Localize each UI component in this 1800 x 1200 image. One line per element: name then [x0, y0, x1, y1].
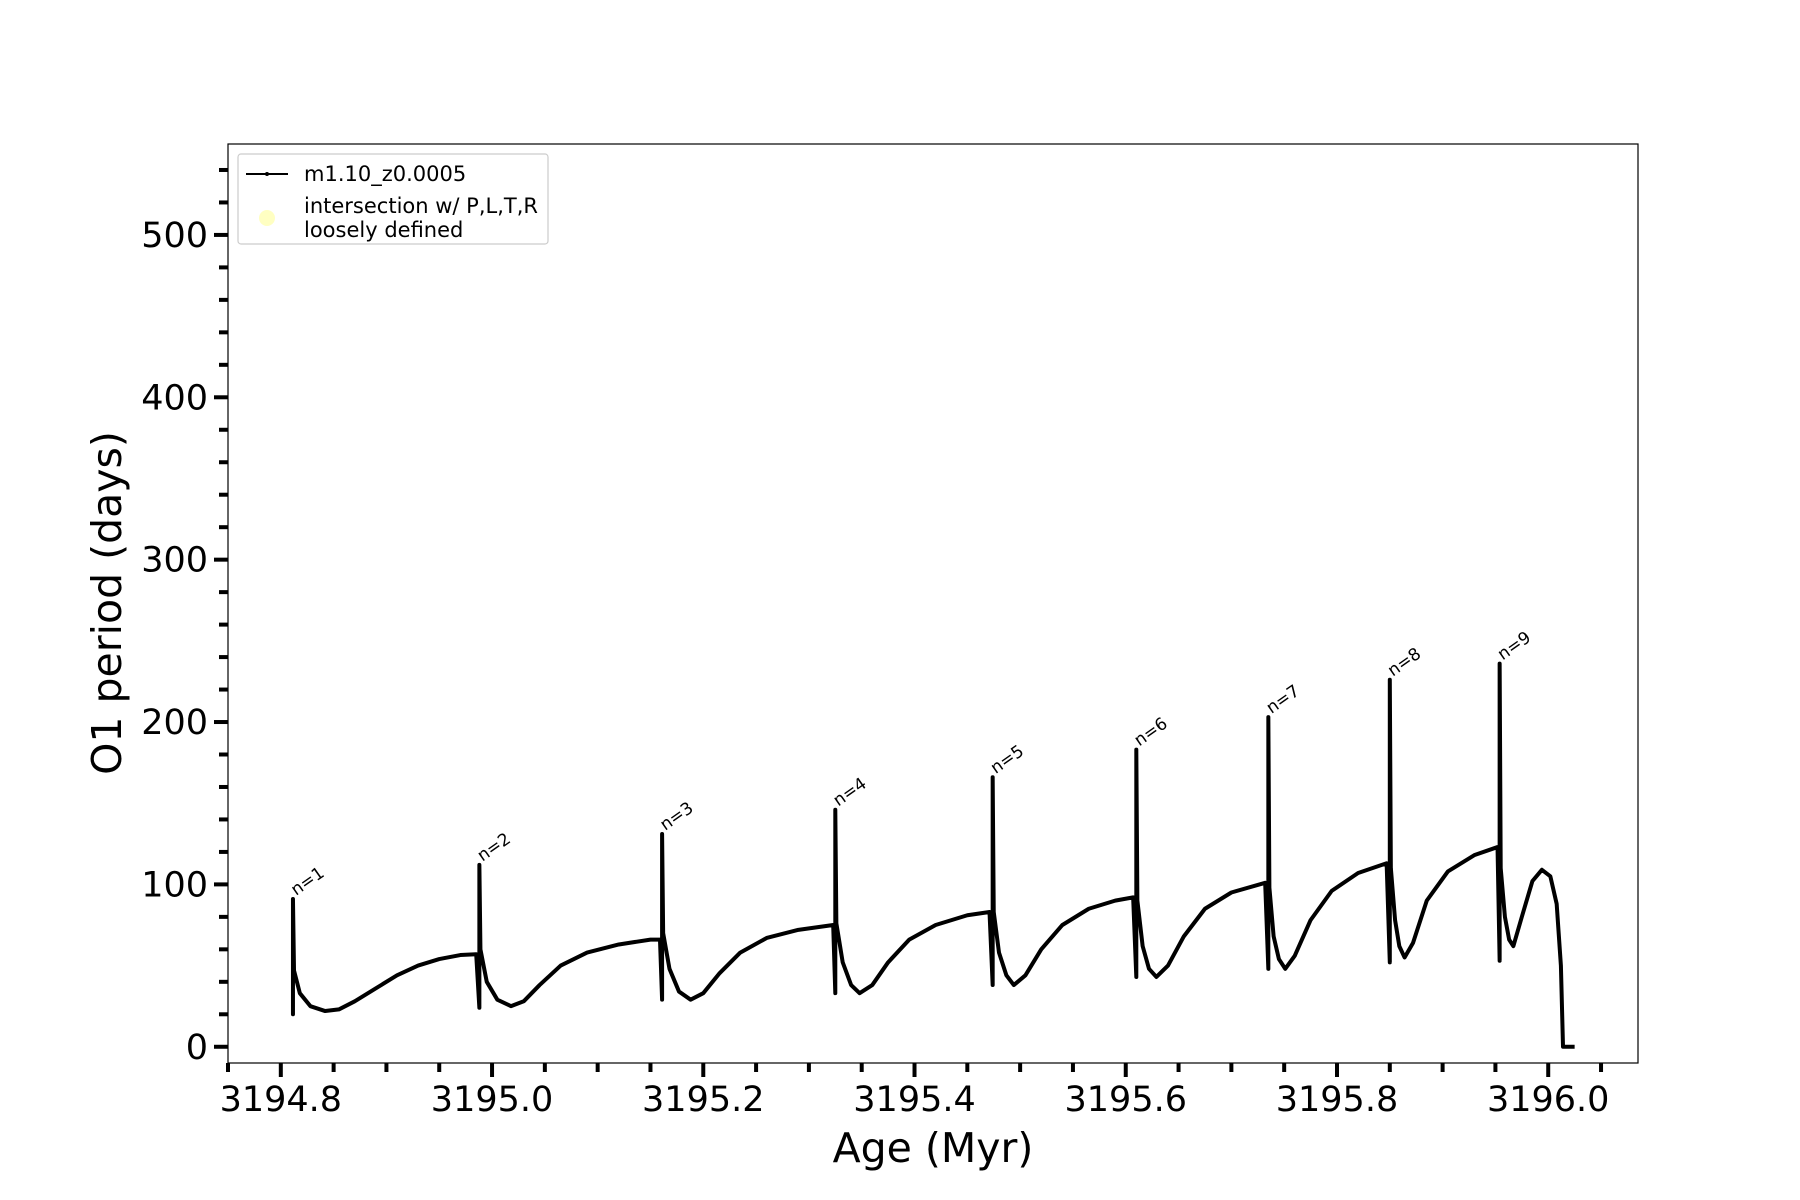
y-tick-label: 500	[141, 216, 208, 256]
y-tick-label: 300	[141, 541, 208, 581]
legend-marker	[259, 210, 275, 226]
x-tick-label: 3195.0	[431, 1080, 553, 1120]
x-tick-label: 3195.4	[853, 1080, 975, 1120]
y-tick-label: 100	[141, 865, 208, 905]
x-tick-label: 3196.0	[1487, 1080, 1609, 1120]
y-tick-label: 0	[186, 1028, 208, 1068]
plot-frame	[227, 143, 1639, 1064]
y-tick-label: 400	[141, 378, 208, 418]
legend-label: m1.10_z0.0005	[304, 162, 466, 187]
legend-box	[237, 153, 549, 245]
data-line	[290, 661, 1575, 1049]
x-tick-label: 3194.8	[220, 1080, 342, 1120]
legend-label: intersection w/ P,L,T,R loosely defined	[304, 194, 538, 242]
legend-label-line: intersection w/ P,L,T,R	[304, 194, 538, 218]
legend-label-line: loosely defined	[304, 218, 463, 242]
x-tick-label: 3195.8	[1276, 1080, 1398, 1120]
legend-label-line: m1.10_z0.0005	[304, 162, 466, 187]
x-tick-label: 3195.2	[642, 1080, 764, 1120]
legend-marker	[265, 172, 269, 176]
x-tick-label: 3195.6	[1065, 1080, 1187, 1120]
y-tick-label: 200	[141, 703, 208, 743]
x-axis-label: Age (Myr)	[833, 1124, 1034, 1172]
y-axis-label: O1 period (days)	[83, 431, 131, 775]
